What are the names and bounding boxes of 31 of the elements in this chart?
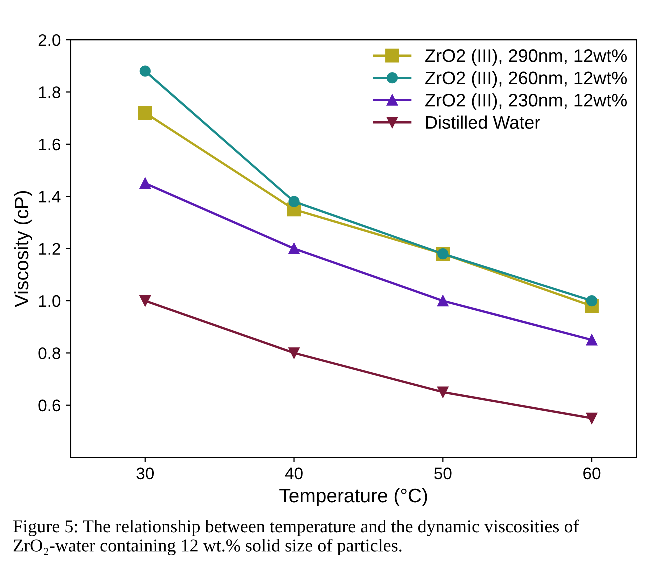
x-tick-label: 60 bbox=[584, 468, 601, 480]
legend-label: ZrO2 (III), 230nm, 12wt% bbox=[426, 94, 628, 110]
y-tick-label: 2.0 bbox=[38, 34, 61, 46]
x-axis-title: Temperature (°C) bbox=[280, 488, 428, 507]
y-tick-label: 1.2 bbox=[39, 243, 60, 255]
x-tick-label: 50 bbox=[434, 468, 452, 480]
legend-label: ZrO2 (III), 290nm, 12wt% bbox=[426, 49, 628, 66]
x-tick-label: 30 bbox=[136, 468, 154, 480]
point bbox=[438, 386, 449, 398]
y-tick-label: 0.8 bbox=[38, 348, 61, 360]
point bbox=[288, 243, 300, 254]
point bbox=[140, 66, 151, 77]
point bbox=[288, 196, 300, 208]
y-tick-label: 1.8 bbox=[39, 86, 61, 98]
caption: Figure 5: The relationship between temperature and the dynamic viscosities of ZrO₂-water containing 12 wt.% solid size of particles. bbox=[14, 520, 580, 556]
legend-label: ZrO2 (III), 260nm, 12wt% bbox=[426, 71, 628, 88]
y-tick-label: 1.4 bbox=[39, 191, 61, 203]
y-tick-label: 0.6 bbox=[38, 400, 61, 412]
point bbox=[586, 334, 598, 346]
y-tick-label: 1.6 bbox=[39, 138, 61, 151]
y-tick-label: 1.0 bbox=[39, 295, 61, 308]
point bbox=[140, 295, 151, 307]
y-axis-title: Viscosity (cP) bbox=[14, 191, 33, 308]
legend-label: Distilled Water bbox=[426, 116, 540, 130]
point bbox=[138, 106, 152, 120]
point bbox=[438, 295, 449, 307]
point bbox=[140, 178, 151, 190]
x-tick-label: 40 bbox=[285, 468, 303, 480]
point bbox=[288, 348, 300, 359]
point bbox=[586, 295, 598, 307]
point bbox=[586, 412, 598, 424]
